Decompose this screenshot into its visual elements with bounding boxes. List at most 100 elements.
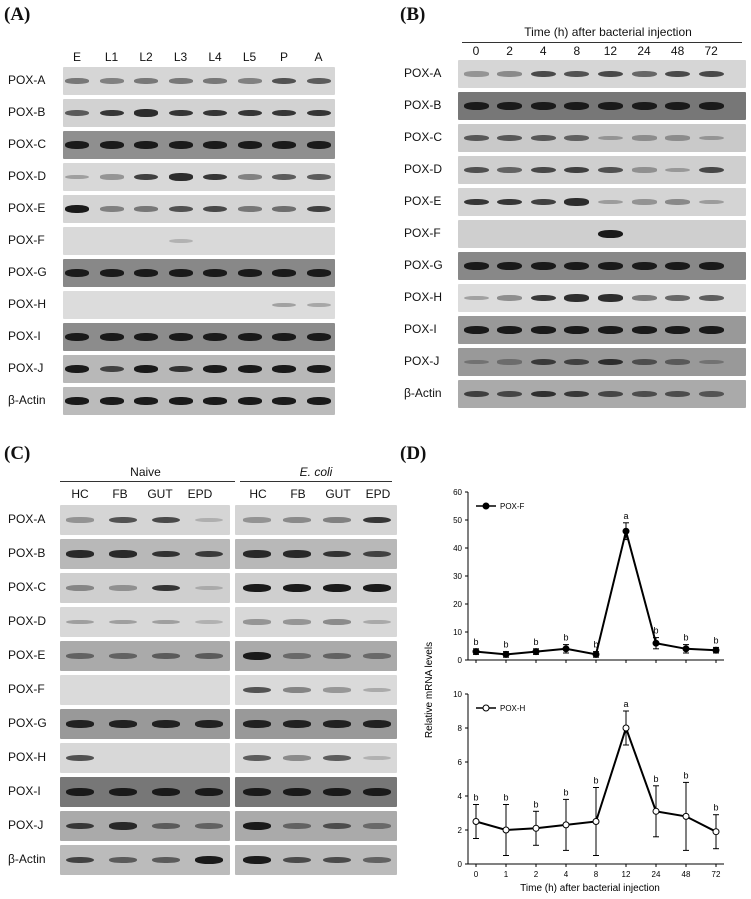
band-10-0-7 — [306, 397, 331, 405]
gene-label-0: POX-A — [8, 512, 46, 526]
band-9-0-2 — [530, 358, 556, 366]
band-3-0-0 — [66, 619, 94, 625]
band-4-0-0 — [463, 198, 489, 206]
gene-label-9: POX-J — [8, 818, 44, 832]
band-0-1-0 — [243, 517, 271, 523]
gene-label-3: POX-D — [8, 169, 47, 183]
band-4-1-1 — [283, 653, 311, 659]
band-4-0-6 — [272, 206, 296, 212]
band-4-0-3 — [564, 198, 590, 206]
gene-label-10: β-Actin — [8, 852, 46, 866]
band-7-1-0 — [243, 754, 271, 762]
gel-strip-6-0 — [458, 252, 746, 280]
chart0-point-6 — [652, 639, 660, 647]
band-1-0-4 — [203, 109, 227, 117]
gel-strip-8-1 — [235, 777, 397, 807]
band-7-1-1 — [283, 755, 311, 761]
band-3-1-3 — [363, 619, 391, 625]
xtick-label-0: 0 — [474, 870, 479, 879]
band-8-0-5 — [631, 326, 657, 334]
band-0-1-3 — [363, 516, 391, 524]
band-9-0-3 — [564, 358, 590, 366]
lane-label-4: 4 — [539, 44, 547, 58]
band-2-0-6 — [665, 135, 691, 141]
band-10-1-0 — [243, 856, 271, 864]
gene-label-7: POX-H — [404, 290, 443, 304]
lane-label-e: E — [72, 50, 81, 64]
band-10-0-1 — [99, 397, 124, 405]
chart0-ytick-label-10: 10 — [453, 628, 462, 637]
band-9-1-0 — [243, 822, 271, 830]
xtick-label-2: 2 — [534, 870, 539, 879]
band-3-0-2 — [134, 173, 158, 181]
lane-label-a: A — [314, 50, 323, 64]
band-0-0-3 — [168, 78, 193, 84]
band-8-0-3 — [168, 333, 193, 341]
band-4-0-7 — [306, 205, 331, 213]
gel-strip-7-0 — [458, 284, 746, 312]
chart0-letter-7: b — [683, 633, 688, 643]
chart1-point-1 — [502, 826, 510, 834]
gene-label-2: POX-C — [8, 137, 47, 151]
band-8-0-2 — [530, 326, 556, 334]
band-2-0-1 — [497, 134, 523, 142]
band-7-0-3 — [564, 294, 590, 302]
band-2-0-0 — [65, 141, 89, 149]
band-0-0-1 — [497, 71, 523, 77]
gel-strip-7-0 — [63, 291, 335, 319]
gel-strip-8-0 — [63, 323, 335, 351]
gene-label-7: POX-H — [8, 297, 47, 311]
band-2-0-4 — [597, 135, 623, 141]
chart0-letter-1: b — [503, 640, 508, 650]
band-0-0-5 — [631, 70, 657, 77]
gel-strip-2-0 — [60, 573, 230, 603]
chart1-ytick-label-0: 0 — [458, 860, 463, 869]
gel-strip-0-1 — [235, 505, 397, 535]
band-9-0-1 — [99, 365, 124, 373]
chart0-point-3 — [562, 645, 570, 653]
band-2-0-2 — [134, 141, 158, 149]
gel-strip-8-0 — [60, 777, 230, 807]
band-3-1-2 — [323, 619, 351, 625]
gel-strip-6-0 — [63, 259, 335, 287]
band-5-1-1 — [283, 687, 311, 693]
gel-strip-5-0 — [60, 675, 230, 705]
band-10-1-1 — [283, 856, 311, 864]
band-4-0-2 — [134, 206, 158, 212]
lane-label-12: 12 — [603, 44, 618, 58]
lane-label-l3: L3 — [173, 50, 188, 64]
gene-label-5: POX-F — [8, 682, 45, 696]
band-4-0-5 — [237, 206, 262, 212]
band-3-0-4 — [203, 173, 227, 181]
band-7-0-1 — [497, 295, 523, 301]
band-0-0-3 — [564, 70, 590, 78]
band-3-0-2 — [152, 619, 180, 625]
gel-strip-1-0 — [63, 99, 335, 127]
band-10-0-1 — [497, 390, 523, 398]
band-4-1-3 — [363, 653, 391, 659]
chart0-letter-0: b — [473, 637, 478, 647]
band-6-0-1 — [99, 269, 124, 277]
band-4-0-5 — [631, 199, 657, 205]
band-3-0-0 — [65, 174, 89, 180]
band-10-0-2 — [152, 856, 180, 863]
band-0-1-1 — [283, 517, 311, 523]
band-0-1-2 — [323, 517, 351, 523]
chart0-letter-5: a — [623, 511, 628, 521]
band-2-0-4 — [203, 141, 227, 149]
band-7-0-4 — [597, 294, 623, 302]
band-1-1-3 — [363, 550, 391, 558]
lane-label-l4: L4 — [208, 50, 222, 64]
lane-label-p: P — [279, 50, 288, 64]
lane-label-hc: HC — [71, 487, 89, 501]
xtick-label-1: 1 — [504, 870, 509, 879]
band-1-0-4 — [597, 102, 623, 110]
band-1-1-0 — [243, 550, 271, 558]
chart0-point-5 — [622, 527, 630, 535]
gel-strip-9-0 — [458, 348, 746, 376]
lane-label-l5: L5 — [242, 50, 257, 64]
band-3-1-1 — [283, 619, 311, 625]
band-8-0-0 — [66, 788, 94, 796]
panel-b-label: (B) — [400, 4, 426, 25]
chart0-point-4 — [592, 650, 600, 658]
